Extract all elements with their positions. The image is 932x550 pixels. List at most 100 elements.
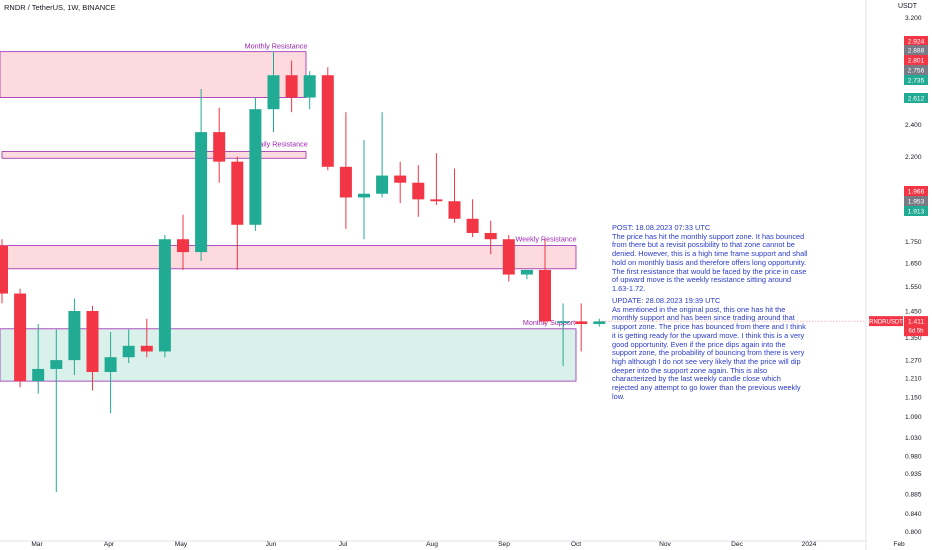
x-tick-3: Jun [266, 541, 277, 548]
x-tick-5: Aug [426, 541, 438, 548]
price-badge-text-2: 2.801 [908, 58, 925, 65]
x-tick-4: Jul [339, 541, 348, 548]
last-price-symbol: RNDRUSDT [869, 320, 903, 326]
x-tick-1: Apr [104, 541, 115, 548]
price-badge-text-7: 1.953 [908, 199, 925, 206]
y-tick-9: 1.350 [905, 335, 922, 342]
candle-body-7 [122, 345, 135, 358]
candle-body-15 [267, 75, 280, 110]
price-badge-8 [904, 206, 928, 216]
candle-body-30 [539, 269, 551, 322]
candle-body-2 [32, 368, 45, 382]
candle-body-33 [593, 321, 606, 325]
candle-body-18 [321, 75, 334, 167]
price-badge-text-8: 1.913 [908, 209, 925, 216]
candle-body-0 [0, 245, 8, 294]
candle-body-10 [177, 239, 189, 253]
x-tick-7: Oct [571, 541, 581, 548]
price-badge-2 [904, 55, 928, 65]
price-badge-text-1: 2.888 [908, 48, 925, 55]
zone-3 [0, 328, 577, 382]
candle-body-17 [303, 75, 316, 98]
zone-0 [0, 51, 307, 98]
price-axis-panel [866, 0, 932, 550]
y-tick-11: 1.210 [905, 376, 922, 383]
price-badge-6 [904, 186, 928, 196]
candle-body-8 [140, 345, 153, 352]
candle-body-25 [448, 201, 461, 219]
candle-body-6 [104, 357, 117, 372]
candle-body-11 [195, 132, 208, 253]
price-badge-text-0: 2.924 [908, 39, 925, 46]
y-tick-6: 1.650 [905, 261, 922, 268]
candle-body-14 [249, 109, 262, 225]
y-tick-19: 0.800 [905, 529, 922, 536]
price-badge-text-5: 2.612 [908, 96, 925, 103]
candle-body-31 [557, 321, 570, 323]
candle-body-4 [68, 311, 81, 361]
y-tick-17: 0.885 [905, 491, 922, 498]
candle-body-19 [339, 166, 352, 198]
candle-body-1 [14, 293, 27, 382]
candle-body-22 [394, 175, 407, 183]
candle-body-21 [376, 175, 389, 194]
y-tick-8: 1.450 [905, 309, 922, 316]
y-tick-5: 1.750 [905, 239, 922, 246]
zone-label-2: Weekly Resistance [516, 235, 577, 244]
zone-2 [0, 245, 577, 270]
last-price-symbol-badge [869, 316, 903, 327]
x-tick-9: Dec [731, 541, 743, 548]
candle-body-12 [213, 132, 226, 162]
price-badge-7 [904, 196, 928, 206]
candle-body-16 [285, 75, 298, 98]
candle-body-3 [50, 360, 63, 369]
price-badge-0 [904, 36, 928, 46]
candle-body-27 [484, 232, 497, 240]
post-note: POST: 18.08.2023 07:33 UTC The price has… [612, 223, 808, 293]
candle-body-24 [430, 199, 443, 202]
zone-label-3: Monthly Support [523, 318, 575, 327]
y-tick-2: 2.400 [905, 122, 922, 129]
zone-1 [1, 151, 307, 159]
price-badge-3 [904, 65, 928, 75]
price-badge-4 [904, 75, 928, 85]
x-tick-8: Nov [659, 541, 671, 548]
zone-label-0: Monthly Resistance [245, 42, 308, 51]
candle-body-9 [158, 239, 171, 352]
y-tick-16: 0.935 [905, 471, 922, 478]
candle-body-32 [575, 321, 588, 325]
x-tick-6: Sep [498, 541, 510, 548]
y-tick-13: 1.090 [905, 414, 922, 421]
y-tick-12: 1.150 [905, 394, 922, 401]
x-tick-2: May [175, 541, 188, 548]
zone-label-1: Daily Resistance [254, 140, 308, 149]
symbol-title[interactable]: RNDR / TetherUS, 1W, BINANCE [4, 3, 116, 12]
update-note: UPDATE: 28.08.2023 19:39 UTC As mentione… [612, 296, 806, 401]
candle-body-20 [358, 193, 370, 198]
price-badge-5 [904, 93, 928, 103]
y-tick-10: 1.270 [905, 358, 922, 365]
y-tick-15: 0.980 [905, 454, 922, 461]
price-badge-1 [904, 45, 928, 55]
last-price-value: 1.411 [908, 319, 924, 326]
y-tick-18: 0.840 [905, 511, 922, 518]
y-tick-7: 1.550 [905, 284, 922, 291]
y-tick-14: 1.030 [905, 435, 922, 442]
candle-body-23 [412, 182, 425, 200]
price-badge-text-3: 2.756 [908, 68, 925, 75]
y-tick-0: 3.200 [905, 15, 922, 22]
candle-body-28 [502, 239, 515, 275]
x-tick-0: Mar [31, 541, 43, 548]
candle-body-5 [86, 311, 99, 372]
last-price-countdown: 6d 5h [908, 329, 923, 335]
price-badge-text-4: 2.735 [908, 78, 925, 85]
candle-body-29 [520, 269, 533, 275]
x-tick-11: Feb [893, 541, 905, 548]
last-price-badge [904, 316, 928, 337]
price-badge-text-6: 1.966 [908, 189, 925, 196]
x-tick-10: 2024 [802, 541, 817, 548]
y-tick-3: 2.200 [905, 154, 922, 161]
candle-body-13 [231, 161, 244, 225]
currency-label[interactable]: USDT [898, 3, 918, 10]
